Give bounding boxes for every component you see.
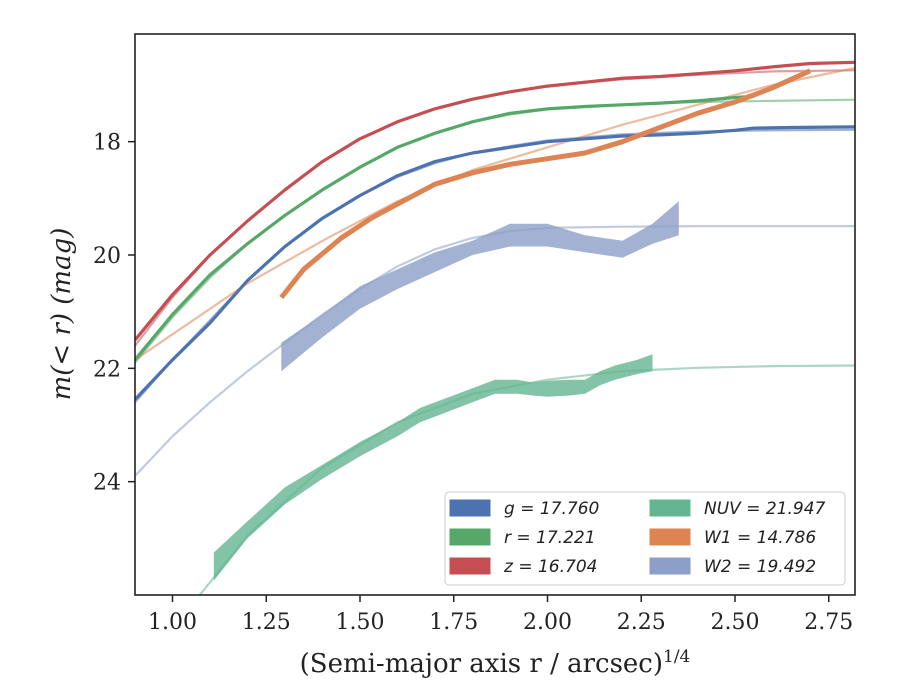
data-curve-g	[135, 125, 855, 401]
legend-swatch-w2	[649, 557, 691, 575]
model-curve-g	[135, 128, 855, 404]
x-axis-label: (Semi-major axis r / arcsec)1/4	[300, 647, 691, 679]
legend-swatch-g	[449, 499, 491, 517]
y-tick-label: 22	[93, 357, 121, 382]
legend: g = 17.760 r = 17.221 z = 16.704 NUV = 21.9…	[444, 491, 846, 586]
y-tick-label: 18	[93, 131, 121, 156]
y-axis-ticks: 18 20 22 24	[93, 131, 135, 496]
data-bands-layer	[213, 201, 679, 581]
legend-label-w2: W2 = 19.492	[704, 557, 816, 577]
x-tick-label: 2.00	[523, 610, 572, 635]
model-curve-w2	[135, 225, 855, 477]
legend-swatch-nuv	[649, 499, 691, 517]
model-curve-w1	[135, 66, 855, 361]
x-tick-label: 2.75	[804, 610, 853, 635]
y-tick-label: 24	[93, 471, 121, 496]
band-w2	[281, 201, 679, 372]
x-tick-label: 2.25	[617, 610, 666, 635]
plot-frame	[134, 33, 856, 596]
x-axis-ticks: 1.00 1.25 1.50 1.75 2.00 2.25 2.50 2.75	[148, 595, 853, 635]
legend-label-z: z = 16.704	[503, 557, 597, 577]
legend-label-r: r = 17.221	[504, 528, 596, 548]
legend-label-w1: W1 = 14.786	[704, 528, 816, 548]
y-axis-label: m(< r) (mag)	[47, 228, 77, 401]
legend-swatch-w1	[649, 528, 691, 546]
data-curve-r	[135, 94, 754, 361]
legend-label-g: g = 17.760	[504, 499, 599, 519]
legend-box	[444, 491, 846, 586]
x-tick-label: 2.50	[711, 610, 760, 635]
band-nuv	[213, 354, 653, 581]
legend-swatch-r	[449, 528, 491, 546]
data-curve-z	[135, 60, 855, 342]
x-tick-label: 1.00	[148, 610, 197, 635]
y-tick-label: 20	[93, 244, 121, 269]
data-lines-layer	[135, 60, 855, 401]
legend-swatch-z	[449, 557, 491, 575]
data-curve-w1	[279, 68, 812, 300]
x-tick-label: 1.50	[336, 610, 385, 635]
model-curve-z	[135, 69, 855, 347]
legend-label-nuv: NUV = 21.947	[704, 499, 826, 519]
x-tick-label: 1.25	[242, 610, 291, 635]
x-tick-label: 1.75	[429, 610, 478, 635]
